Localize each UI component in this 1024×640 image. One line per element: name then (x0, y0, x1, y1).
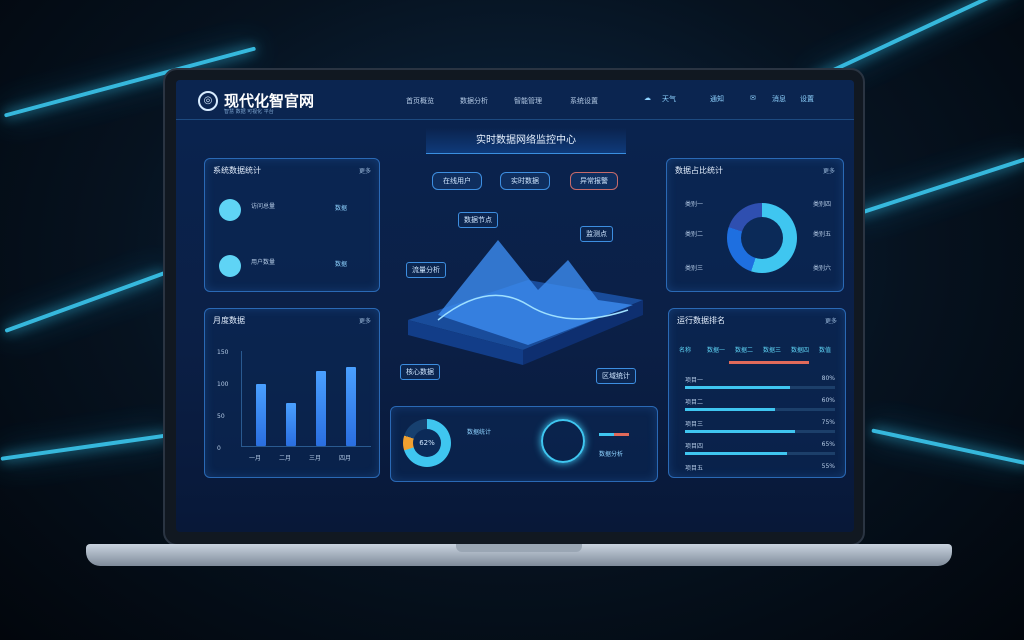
donut-chart (727, 203, 797, 273)
panel-title: 系统数据统计 (213, 166, 261, 175)
progress-fill (685, 386, 790, 389)
donut-chart: 62% (403, 419, 451, 467)
logo[interactable]: ◎ 现代化智官网 (198, 90, 314, 111)
3d-mountain-chart (408, 240, 643, 365)
bar (256, 383, 266, 446)
rank-label: 项目三 (685, 421, 704, 428)
bar (316, 371, 326, 446)
x-tick: 一月 (249, 455, 262, 462)
pill-button[interactable]: 异常报警 (570, 172, 618, 190)
progress-fill (685, 430, 795, 433)
rank-label: 项目五 (685, 465, 704, 472)
y-tick: 0 (217, 445, 221, 452)
nav-item[interactable]: 数据分析 (460, 97, 488, 105)
progress-fill (685, 408, 775, 411)
rank-label: 项目四 (685, 443, 704, 450)
x-tick: 四月 (339, 455, 352, 462)
y-tick: 150 (217, 349, 229, 356)
top-nav: ◎ 现代化智官网 智慧 数据 可视化 平台 首页概览 数据分析 智能管理 系统设… (176, 80, 854, 120)
x-tick: 二月 (279, 455, 292, 462)
rank-value: 65% (821, 441, 835, 448)
donut-value: 数据统计 (467, 429, 492, 436)
progress-track (685, 386, 835, 389)
page-title: 实时数据网络监控中心 (426, 128, 626, 154)
nav-item[interactable]: 智能管理 (514, 97, 542, 105)
rank-label: 项目一 (685, 377, 704, 384)
rank-value: 75% (821, 419, 835, 426)
gauge-bar (599, 433, 629, 436)
progress-track (685, 430, 835, 433)
stat-icon (219, 199, 241, 221)
pill-button[interactable]: 实时数据 (500, 172, 550, 190)
more-link[interactable]: 更多 (358, 168, 371, 175)
message-button[interactable]: 消息 (772, 95, 786, 103)
alert-bar (729, 361, 809, 364)
bar (286, 402, 296, 446)
weather-icon[interactable]: ☁ (644, 94, 651, 102)
weather-text: 天气 (662, 95, 676, 103)
column-header: 名称 (679, 347, 692, 354)
y-tick: 50 (217, 413, 225, 420)
stats-panel: 系统数据统计 更多 访问总量 数据 用户数量 数据 (204, 158, 380, 292)
legend-item: 类别二 (685, 231, 704, 238)
trackpad-notch (456, 544, 582, 552)
bar-chart-panel: 月度数据 更多 150 100 50 0 一月 二月 三月 四月 (204, 308, 380, 478)
logo-subtitle: 智慧 数据 可视化 平台 (224, 109, 274, 115)
column-header: 数据二 (735, 347, 754, 354)
stat-value: 数据 (335, 205, 348, 212)
rank-value: 60% (821, 397, 835, 404)
laptop-base (86, 544, 952, 566)
pie-panel: 数据占比统计 更多 类别一 类别二 类别三 类别四 类别五 类别六 (666, 158, 844, 292)
legend-item: 类别三 (685, 265, 704, 272)
bar (346, 367, 356, 446)
stat-value: 数据 (335, 261, 348, 268)
progress-fill (685, 452, 787, 455)
gauge-icon (541, 419, 585, 463)
gauge-value: 数据分析 (599, 451, 624, 458)
data-tag: 区域统计 (596, 368, 636, 384)
legend-item: 类别六 (813, 265, 832, 272)
bar-chart (241, 351, 371, 447)
pill-button[interactable]: 在线用户 (432, 172, 482, 190)
data-tag: 核心数据 (400, 364, 440, 380)
mail-icon[interactable]: ✉ (750, 94, 756, 102)
y-tick: 100 (217, 381, 229, 388)
stat-label: 访问总量 (251, 203, 276, 210)
dashboard-screen: ◎ 现代化智官网 智慧 数据 可视化 平台 首页概览 数据分析 智能管理 系统设… (176, 80, 854, 532)
ranking-panel: 运行数据排名 更多 名称 数据一 数据二 数据三 数据四 数值项目一 80% 项目二 60% 项目… (668, 308, 846, 478)
data-tag: 流量分析 (406, 262, 446, 278)
stat-label: 用户数量 (251, 259, 276, 266)
x-tick: 三月 (309, 455, 322, 462)
progress-track (685, 452, 835, 455)
legend-item: 类别四 (813, 201, 832, 208)
progress-track (685, 408, 835, 411)
panel-title: 运行数据排名 (677, 316, 725, 325)
more-link[interactable]: 更多 (358, 318, 371, 325)
laptop: ◎ 现代化智官网 智慧 数据 可视化 平台 首页概览 数据分析 智能管理 系统设… (163, 68, 865, 546)
column-header: 数据四 (791, 347, 810, 354)
panel-title: 月度数据 (213, 316, 245, 325)
donut-label: 62% (413, 429, 441, 457)
legend-item: 类别一 (685, 201, 704, 208)
donut-panel: 62% 数据统计 数据分析 (390, 406, 658, 482)
legend-item: 类别五 (813, 231, 832, 238)
logo-icon: ◎ (198, 90, 218, 111)
more-link[interactable]: 更多 (824, 318, 837, 325)
notification-button[interactable]: 通知 (710, 95, 724, 103)
more-link[interactable]: 更多 (822, 168, 835, 175)
column-header: 数据一 (707, 347, 726, 354)
column-header: 数值 (819, 347, 832, 354)
rank-label: 项目二 (685, 399, 704, 406)
nav-item[interactable]: 首页概览 (406, 97, 434, 105)
rank-value: 55% (821, 463, 835, 470)
column-header: 数据三 (763, 347, 782, 354)
nav-item[interactable]: 系统设置 (570, 97, 598, 105)
stat-icon (219, 255, 241, 277)
data-tag: 监测点 (580, 226, 613, 242)
logo-title: 现代化智官网 (224, 92, 315, 110)
settings-button[interactable]: 设置 (800, 95, 814, 103)
rank-value: 80% (821, 375, 835, 382)
panel-title: 数据占比统计 (675, 166, 723, 175)
data-tag: 数据节点 (458, 212, 498, 228)
